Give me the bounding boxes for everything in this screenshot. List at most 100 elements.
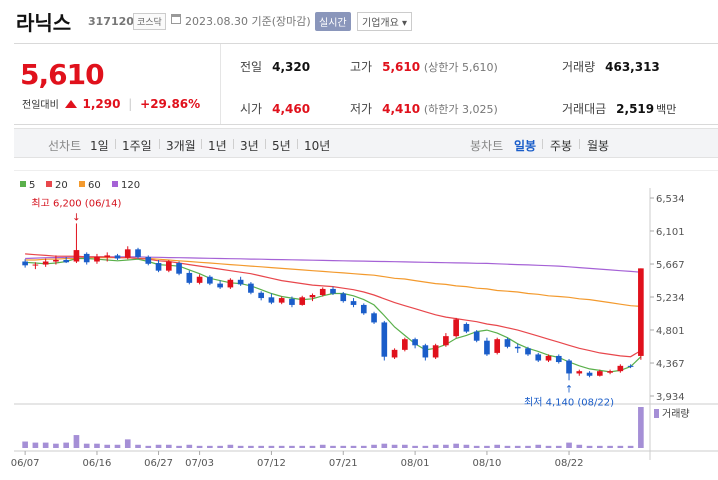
candle-body: [607, 371, 613, 373]
volume-bar: [227, 444, 234, 448]
volume-bar: [443, 444, 449, 448]
period-1w[interactable]: 1주일: [122, 139, 152, 153]
change-rate: +29.86%: [140, 97, 201, 111]
volume-bar: [319, 444, 326, 448]
candle-body: [494, 339, 501, 353]
volume-bar: [514, 445, 521, 448]
candle-body: [412, 339, 418, 346]
volume-bar: [607, 445, 613, 448]
period-10y[interactable]: 10년: [304, 139, 331, 153]
x-tick-label: 08/10: [473, 458, 502, 469]
candle-daily[interactable]: 일봉: [514, 139, 537, 153]
volume-bar: [350, 445, 357, 448]
y-tick-label: 5,234: [656, 293, 685, 304]
period-3y[interactable]: 3년: [240, 139, 259, 153]
volume-bar: [289, 445, 295, 448]
ma60-line: [25, 257, 641, 307]
candle-body: [391, 349, 398, 358]
stock-header: 라닉스 317120 코스닥 2023.08.30 기준(장마감) 실시간 기업…: [0, 0, 718, 40]
candle-body: [94, 256, 100, 262]
calendar-icon: [171, 14, 181, 24]
volume-bar: [155, 444, 162, 448]
candle-body: [186, 272, 193, 283]
volume-bar: [371, 444, 377, 448]
y-tick-label: 4,801: [656, 326, 685, 337]
candle-body: [42, 261, 49, 265]
candle-body: [124, 249, 131, 258]
period-1y[interactable]: 1년: [208, 139, 227, 153]
candle-body: [371, 313, 377, 323]
volume-bar: [207, 445, 213, 448]
volume-bar: [381, 443, 388, 448]
change-label: 전일대비: [22, 100, 59, 111]
market-badge: 코스닥: [133, 13, 166, 30]
candle-body: [114, 255, 121, 259]
volume-bar: [42, 442, 49, 448]
high-price: 고가 5,610 (상한가 5,610): [350, 60, 498, 74]
candle-body: [627, 365, 634, 367]
candle-body: [155, 263, 162, 271]
candle-body: [73, 250, 80, 262]
volume-bar: [268, 445, 275, 448]
volume-bar: [94, 443, 100, 448]
legend-label-ma5: 5: [29, 180, 35, 191]
x-tick-label: 07/12: [257, 458, 286, 469]
candle-body: [176, 263, 182, 274]
y-tick-label: 4,367: [656, 359, 685, 370]
volume-bar: [576, 444, 583, 448]
candle-weekly[interactable]: 주봉: [550, 139, 573, 153]
candle-body: [432, 345, 439, 358]
volume-bar: [422, 445, 429, 448]
candle-body: [617, 365, 624, 372]
stock-name: 라닉스: [16, 11, 72, 35]
company-overview-dropdown[interactable]: 기업개요 ▾: [357, 12, 412, 31]
candle-body: [402, 339, 408, 350]
candle-body: [514, 346, 521, 349]
y-tick-label: 6,534: [656, 194, 685, 205]
volume-bar: [73, 435, 80, 448]
volume-bar: [53, 443, 59, 448]
volume-bar: [525, 445, 531, 448]
candle-body: [165, 261, 172, 271]
volume-bar: [596, 445, 603, 448]
chart-toolbar: 선차트 1일 1주일 3개월 1년 3년 5년 10년 봉차트 일봉 주봉 월봉: [14, 128, 718, 158]
price-change: 전일대비 1,290 | +29.86%: [22, 96, 200, 111]
y-tick-label: 3,934: [656, 392, 685, 403]
realtime-button[interactable]: 실시간: [315, 12, 351, 31]
low-annotation: 최저 4,140 (08/22): [524, 396, 614, 408]
candle-body: [53, 259, 59, 262]
trade-amount: 거래대금 2,519 백만: [562, 102, 677, 116]
volume-legend-swatch: [654, 409, 659, 418]
volume-bar: [124, 439, 131, 448]
price-summary: 5,610 전일대비 1,290 | +29.86% 전일 4,320 시가 4,4…: [14, 43, 718, 125]
line-chart-label: 선차트: [48, 139, 82, 153]
volume-bar: [258, 445, 264, 448]
x-tick-label: 08/01: [401, 458, 430, 469]
candle-body: [278, 298, 285, 303]
volume-bar: [165, 444, 172, 448]
volume-bar: [402, 444, 408, 448]
period-1d[interactable]: 1일: [90, 139, 109, 153]
low-price: 저가 4,410 (하한가 3,025): [350, 102, 498, 116]
volume-bar: [196, 445, 203, 448]
candle-body: [63, 259, 70, 263]
volume-bar: [586, 445, 593, 448]
period-3m[interactable]: 3개월: [166, 139, 196, 153]
volume-bar: [484, 445, 490, 448]
volume-bar: [63, 442, 70, 448]
high-annotation: 최고 6,200 (06/14): [31, 197, 121, 209]
volume-bar: [360, 445, 367, 448]
candle-body: [504, 339, 511, 347]
candle-body: [83, 253, 90, 263]
volume-bar: [217, 445, 223, 448]
candle-monthly[interactable]: 월봉: [587, 139, 610, 153]
low-arrow-icon: ↑: [565, 384, 573, 395]
candle-body: [309, 295, 316, 298]
volume-bar: [309, 445, 316, 448]
candle-body: [32, 264, 39, 266]
volume-bar: [186, 444, 193, 448]
volume-bar: [617, 445, 624, 448]
period-5y[interactable]: 5년: [272, 139, 291, 153]
candle-body: [196, 276, 203, 283]
ma20-line: [25, 253, 642, 358]
